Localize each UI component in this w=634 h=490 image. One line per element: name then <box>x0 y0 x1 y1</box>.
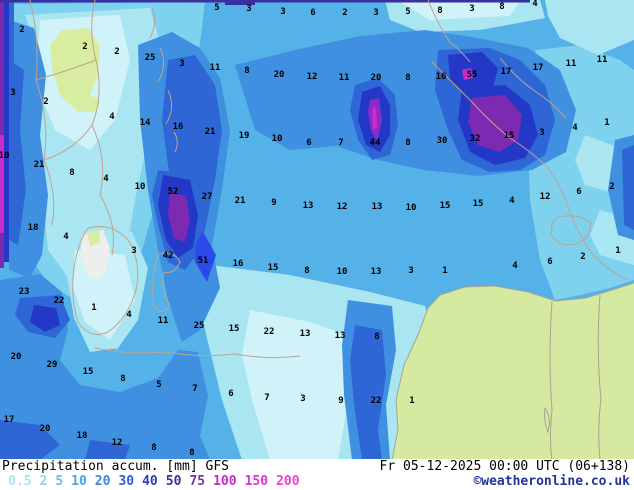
deep-core-rightedge <box>622 145 634 230</box>
legend-scale: 0.5 2 5 10 20 30 40 50 75 100 150 200 <box>2 474 300 489</box>
legend-value: 30 <box>118 474 135 489</box>
legend-value: 20 <box>94 474 111 489</box>
coast-borneo <box>72 226 139 335</box>
legend-value: 75 <box>189 474 206 489</box>
legend-value: 10 <box>71 474 87 489</box>
palest-core-bottomcenter <box>242 310 355 460</box>
precipitation-map: 5 3 3 6 2 3 5 8 3 8 4 2 2 2 25 3 11 8 20 12 11 20 8 16 55 17 17 11 1… <box>0 0 634 460</box>
magenta-dot-55 <box>462 68 473 80</box>
deep-core-westaustralia <box>350 325 386 460</box>
legend-value: 100 <box>213 474 237 489</box>
topedge-navy-bump <box>225 0 255 5</box>
leftedge-navy-strip <box>4 0 9 262</box>
coast-newguinea <box>431 61 629 281</box>
legend-value: 40 <box>142 474 158 489</box>
coast-topcenter <box>427 0 471 63</box>
pale-region-topright <box>545 0 634 55</box>
legend-value: 0.5 <box>8 474 32 489</box>
deep-blob-bottomleft2 <box>0 420 60 460</box>
border-australia <box>549 294 602 460</box>
coastlines <box>29 0 634 460</box>
coast-seram <box>551 215 591 246</box>
border-indochina <box>35 59 97 161</box>
coast-philippines <box>149 7 178 153</box>
purple-core-52 <box>168 192 190 242</box>
navy-blob-bottomleft <box>30 305 60 332</box>
datetime-label: Fr 05-12-2025 00:00 UTC (06+138) <box>379 459 630 474</box>
coast-sulawesi <box>152 252 181 313</box>
deep-blob-bottomleft3 <box>85 440 130 460</box>
leftedge-deep-strip <box>9 0 14 235</box>
palest-core-topcenter <box>400 2 520 20</box>
khaki-australia <box>392 283 634 460</box>
legend-value: 50 <box>165 474 182 489</box>
legend-value: 200 <box>276 474 300 489</box>
coast-newguinea-north <box>499 57 567 119</box>
purple-core-blob <box>468 95 522 152</box>
product-label: Precipitation accum. [mm] <box>2 459 198 474</box>
footer-right: Fr 05-12-2025 00:00 UTC (06+138) ©weathe… <box>380 459 634 490</box>
map-canvas <box>0 0 634 460</box>
lake-australia <box>543 407 550 434</box>
legend-value: 2 <box>39 474 48 489</box>
legend-value: 150 <box>244 474 269 489</box>
footer-bar: Precipitation accum. [mm] GFS 0.5 2 5 10 20 3… <box>0 459 634 490</box>
coast-java-chain <box>94 347 301 359</box>
legend-value: 5 <box>55 474 64 489</box>
product-title: Precipitation accum. [mm] GFS <box>2 459 300 474</box>
green-blob-topleft <box>50 28 100 112</box>
coast-australia <box>391 282 634 460</box>
magenta-line-44 <box>372 107 377 130</box>
leftedge-magenta-strip <box>0 135 4 233</box>
copyright-link[interactable]: ©weatheronline.co.uk <box>473 474 630 489</box>
green-dot-centerleft <box>87 230 100 246</box>
coast-indochina-west <box>29 0 55 226</box>
white-patch-borneo <box>80 230 110 280</box>
leftedge-purple-strip <box>0 0 4 268</box>
footer-left: Precipitation accum. [mm] GFS 0.5 2 5 10 20 3… <box>0 459 300 490</box>
model-label: GFS <box>205 459 229 474</box>
bright-diamond-51 <box>195 232 216 282</box>
topedge-navy-strip <box>0 0 530 3</box>
